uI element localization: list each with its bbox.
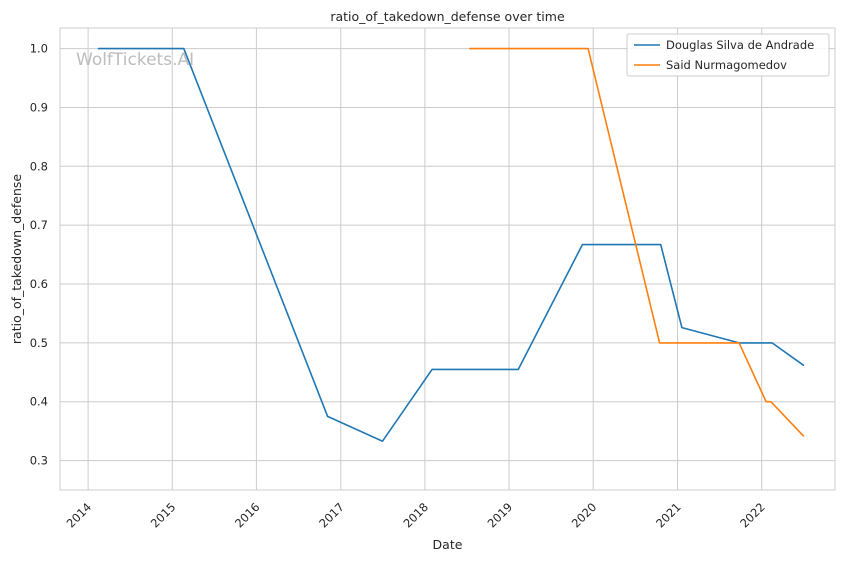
y-tick-label: 0.4 — [30, 395, 48, 409]
series-line-1 — [469, 47, 805, 437]
y-tick-label: 0.5 — [30, 336, 48, 350]
y-axis-title: ratio_of_takedown_defense — [9, 174, 24, 345]
grid-lines — [60, 28, 835, 490]
y-tick-labels: 0.3 0.4 0.5 0.6 0.7 0.8 0.9 1.0 — [30, 42, 48, 468]
y-tick-label: 0.6 — [30, 277, 48, 291]
legend: Douglas Silva de Andrade Said Nurmagomed… — [626, 33, 830, 77]
y-tick-label: 1.0 — [30, 42, 48, 56]
legend-box — [626, 33, 830, 77]
y-tick-label: 0.8 — [30, 159, 48, 173]
chart-title: ratio_of_takedown_defense over time — [330, 9, 565, 24]
y-tick-label: 0.3 — [30, 454, 48, 468]
x-axis-title: Date — [433, 537, 463, 552]
watermark: WolfTickets.AI — [76, 50, 194, 70]
series-layer — [97, 47, 805, 443]
y-tick-label: 0.7 — [30, 218, 48, 232]
legend-label-said: Said Nurmagomedov — [666, 58, 787, 72]
series-line-0 — [97, 47, 805, 443]
legend-label-douglas: Douglas Silva de Andrade — [666, 38, 814, 52]
y-tick-label: 0.9 — [30, 100, 48, 114]
plot-frame — [59, 27, 836, 491]
